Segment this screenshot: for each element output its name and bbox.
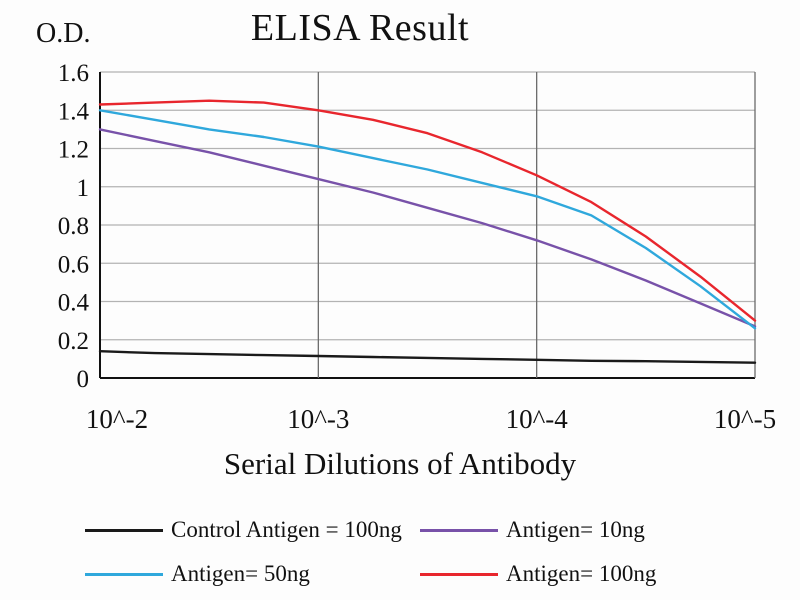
series-line-3 bbox=[98, 99, 757, 322]
x-tick-label: 10^-3 bbox=[287, 404, 349, 434]
legend: Control Antigen = 100ng Antigen= 10ng An… bbox=[85, 516, 765, 588]
legend-line-purple-icon bbox=[420, 528, 498, 532]
series-line-2 bbox=[98, 109, 757, 330]
x-tick-label: 10^-2 bbox=[86, 404, 148, 434]
y-tick-label: 1 bbox=[77, 175, 90, 202]
legend-label: Antigen= 100ng bbox=[506, 561, 657, 586]
legend-item-antigen-100ng: Antigen= 100ng bbox=[420, 560, 765, 588]
x-tick-label: 10^-5 bbox=[714, 404, 776, 434]
legend-item-control-antigen: Control Antigen = 100ng bbox=[85, 516, 420, 544]
legend-line-red-icon bbox=[420, 572, 498, 576]
legend-line-black-icon bbox=[85, 528, 163, 532]
y-tick-label: 0.8 bbox=[58, 213, 89, 240]
legend-label: Antigen= 10ng bbox=[506, 517, 645, 542]
legend-item-antigen-10ng: Antigen= 10ng bbox=[420, 516, 765, 544]
y-tick-label: 1.6 bbox=[58, 60, 89, 87]
series-line-1 bbox=[98, 128, 757, 328]
legend-line-cyan-icon bbox=[85, 572, 163, 576]
y-axis-label: O.D. bbox=[36, 18, 91, 49]
y-tick-label: 1.2 bbox=[58, 137, 89, 164]
y-tick-label: 0.6 bbox=[58, 251, 89, 278]
x-axis-label: Serial Dilutions of Antibody bbox=[223, 446, 577, 481]
legend-label: Antigen= 50ng bbox=[171, 561, 310, 586]
series-line-0 bbox=[98, 350, 757, 364]
y-tick-label: 0.2 bbox=[58, 328, 89, 355]
y-tick-label: 0 bbox=[77, 366, 90, 393]
legend-label: Control Antigen = 100ng bbox=[171, 517, 402, 542]
chart-title: ELISA Result bbox=[250, 7, 470, 49]
y-tick-label: 0.4 bbox=[58, 290, 90, 317]
legend-item-antigen-50ng: Antigen= 50ng bbox=[85, 560, 420, 588]
y-tick-label: 1.4 bbox=[58, 98, 90, 125]
x-tick-label: 10^-4 bbox=[506, 404, 569, 434]
